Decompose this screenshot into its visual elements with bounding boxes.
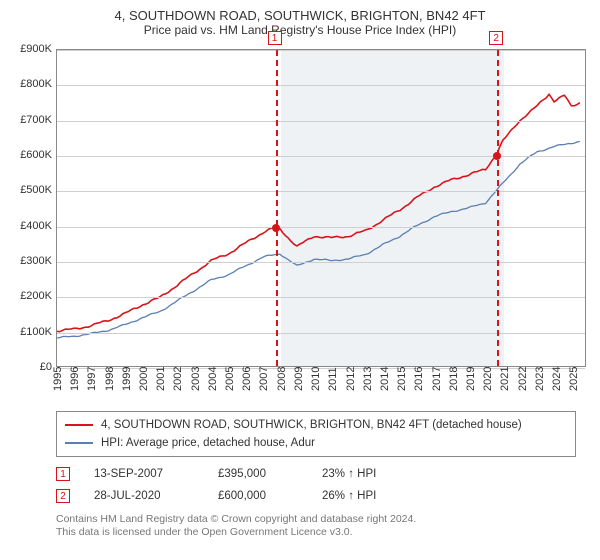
x-tick-label: 2001 [155,367,167,391]
series-property-line [57,94,580,331]
y-tick-label: £700K [10,114,52,126]
gridline [57,85,585,86]
gridline [57,333,585,334]
x-tick-label: 2006 [241,367,253,391]
line-series-svg [57,50,585,366]
x-tick-label: 2025 [568,367,580,391]
event-row-badge: 1 [56,467,70,481]
events-table: 1 13-SEP-2007 £395,000 23% ↑ HPI 2 28-JUL-202… [56,463,576,507]
event-marker-dot [272,224,280,232]
chart-title: 4, SOUTHDOWN ROAD, SOUTHWICK, BRIGHTON, … [10,8,590,23]
event-pct: 26% ↑ HPI [322,490,412,502]
event-marker-dot [493,152,501,160]
x-tick-label: 2024 [551,367,563,391]
y-tick-label: £300K [10,255,52,267]
x-tick-label: 2007 [258,367,270,391]
y-tick-label: £500K [10,184,52,196]
x-tick-label: 2005 [224,367,236,391]
event-marker-badge: 2 [489,31,503,45]
legend-item: 4, SOUTHDOWN ROAD, SOUTHWICK, BRIGHTON, … [65,416,567,434]
x-tick-label: 2021 [499,367,511,391]
gridline [57,227,585,228]
event-date: 13-SEP-2007 [94,468,194,480]
event-marker-line [276,50,278,366]
x-tick-label: 1998 [104,367,116,391]
x-tick-label: 1996 [69,367,81,391]
y-tick-label: £0 [10,361,52,373]
x-tick-label: 2022 [517,367,529,391]
legend-swatch [65,424,93,426]
event-marker-line [497,50,499,366]
footnote: Contains HM Land Registry data © Crown c… [56,513,576,539]
x-tick-label: 2023 [534,367,546,391]
event-price: £395,000 [218,468,298,480]
gridline [57,156,585,157]
x-tick-label: 2003 [190,367,202,391]
x-tick-label: 2013 [362,367,374,391]
footnote-line-2: This data is licensed under the Open Gov… [56,526,576,539]
x-tick-label: 1997 [86,367,98,391]
x-tick-label: 2016 [413,367,425,391]
event-price: £600,000 [218,490,298,502]
x-tick-label: 2010 [310,367,322,391]
chart-area: £0 £100K £200K £300K £400K £500K £600K £700K £80… [10,43,590,403]
gridline [57,262,585,263]
event-marker-badge: 1 [268,31,282,45]
legend-swatch [65,442,93,444]
legend-item: HPI: Average price, detached house, Adur [65,434,567,452]
x-tick-label: 2020 [482,367,494,391]
gridline [57,50,585,51]
event-date: 28-JUL-2020 [94,490,194,502]
x-tick-label: 1999 [121,367,133,391]
x-tick-label: 2018 [448,367,460,391]
x-tick-label: 2019 [465,367,477,391]
event-pct: 23% ↑ HPI [322,468,412,480]
x-tick-label: 2008 [276,367,288,391]
x-tick-label: 2000 [138,367,150,391]
event-row: 1 13-SEP-2007 £395,000 23% ↑ HPI [56,463,576,485]
figure-container: 4, SOUTHDOWN ROAD, SOUTHWICK, BRIGHTON, … [0,0,600,560]
plot-area [56,49,586,367]
y-tick-label: £600K [10,149,52,161]
y-tick-label: £800K [10,78,52,90]
gridline [57,191,585,192]
y-tick-label: £900K [10,43,52,55]
legend-label: 4, SOUTHDOWN ROAD, SOUTHWICK, BRIGHTON, … [101,419,522,431]
x-tick-label: 1995 [52,367,64,391]
x-tick-label: 2011 [327,367,339,391]
event-row: 2 28-JUL-2020 £600,000 26% ↑ HPI [56,485,576,507]
gridline [57,297,585,298]
y-tick-label: £400K [10,220,52,232]
footnote-line-1: Contains HM Land Registry data © Crown c… [56,513,576,526]
x-tick-label: 2015 [396,367,408,391]
legend-box: 4, SOUTHDOWN ROAD, SOUTHWICK, BRIGHTON, … [56,411,576,457]
x-tick-label: 2014 [379,367,391,391]
x-tick-label: 2017 [431,367,443,391]
event-row-badge: 2 [56,489,70,503]
x-tick-label: 2002 [172,367,184,391]
y-tick-label: £100K [10,326,52,338]
gridline [57,121,585,122]
legend-label: HPI: Average price, detached house, Adur [101,437,315,449]
x-tick-label: 2004 [207,367,219,391]
x-tick-label: 2009 [293,367,305,391]
x-tick-label: 2012 [345,367,357,391]
y-tick-label: £200K [10,290,52,302]
